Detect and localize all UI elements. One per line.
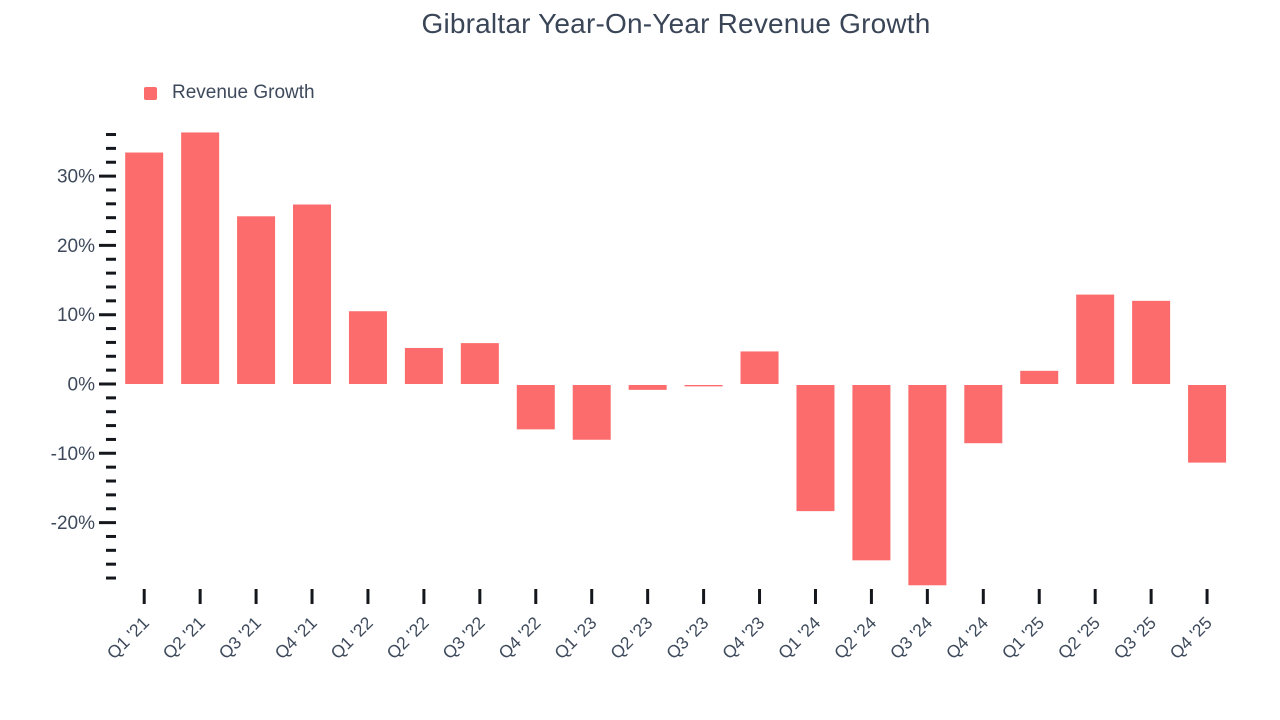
x-axis-label: Q1 '23 (550, 613, 600, 663)
bar (964, 385, 1003, 444)
bar (516, 385, 555, 430)
bar (908, 385, 947, 586)
legend-swatch-icon (144, 86, 157, 100)
y-axis-label: -10% (51, 444, 95, 465)
x-axis-label: Q4 '21 (271, 613, 321, 663)
bar (237, 216, 276, 384)
x-axis-label: Q4 '23 (718, 613, 768, 663)
y-axis-label: -20% (51, 513, 95, 534)
x-axis-label: Q3 '23 (662, 613, 712, 663)
y-axis-label: 20% (57, 236, 95, 257)
x-axis-label: Q4 '24 (942, 612, 992, 662)
x-axis-label: Q3 '21 (215, 613, 265, 663)
bar (740, 351, 779, 384)
bar (1020, 370, 1059, 384)
x-axis-label: Q1 '24 (774, 612, 824, 662)
bar (796, 385, 835, 512)
x-axis-label: Q3 '24 (886, 612, 936, 662)
bar (572, 385, 611, 440)
y-axis-label: 0% (68, 375, 96, 396)
x-axis-label: Q3 '25 (1110, 613, 1160, 663)
x-axis-label: Q2 '25 (1054, 613, 1104, 663)
bar (460, 343, 499, 384)
legend-label: Revenue Growth (172, 82, 315, 103)
x-axis-label: Q2 '24 (830, 612, 880, 662)
x-axis-label: Q1 '21 (103, 613, 153, 663)
x-axis-label: Q4 '25 (1166, 613, 1216, 663)
bar (125, 152, 164, 384)
bar (684, 385, 723, 387)
x-axis-label: Q4 '22 (494, 613, 544, 663)
bar (404, 347, 443, 384)
x-axis-label: Q2 '23 (606, 613, 656, 663)
bar (181, 132, 220, 384)
bar (348, 311, 387, 384)
x-axis-label: Q1 '25 (998, 613, 1048, 663)
chart-title: Gibraltar Year-On-Year Revenue Growth (421, 8, 931, 39)
bar (1132, 300, 1171, 384)
bar (1076, 294, 1115, 384)
x-axis-label: Q1 '22 (327, 613, 377, 663)
y-axis-label: 30% (57, 167, 95, 188)
bar (852, 385, 891, 561)
legend: Revenue Growth (144, 82, 315, 104)
x-axis-label: Q2 '22 (383, 613, 433, 663)
bar (1188, 385, 1227, 463)
bar (628, 385, 667, 390)
bar (293, 204, 332, 384)
x-axis-label: Q3 '22 (438, 613, 488, 663)
x-axis-label: Q2 '21 (159, 613, 209, 663)
y-axis-label: 10% (57, 305, 95, 326)
